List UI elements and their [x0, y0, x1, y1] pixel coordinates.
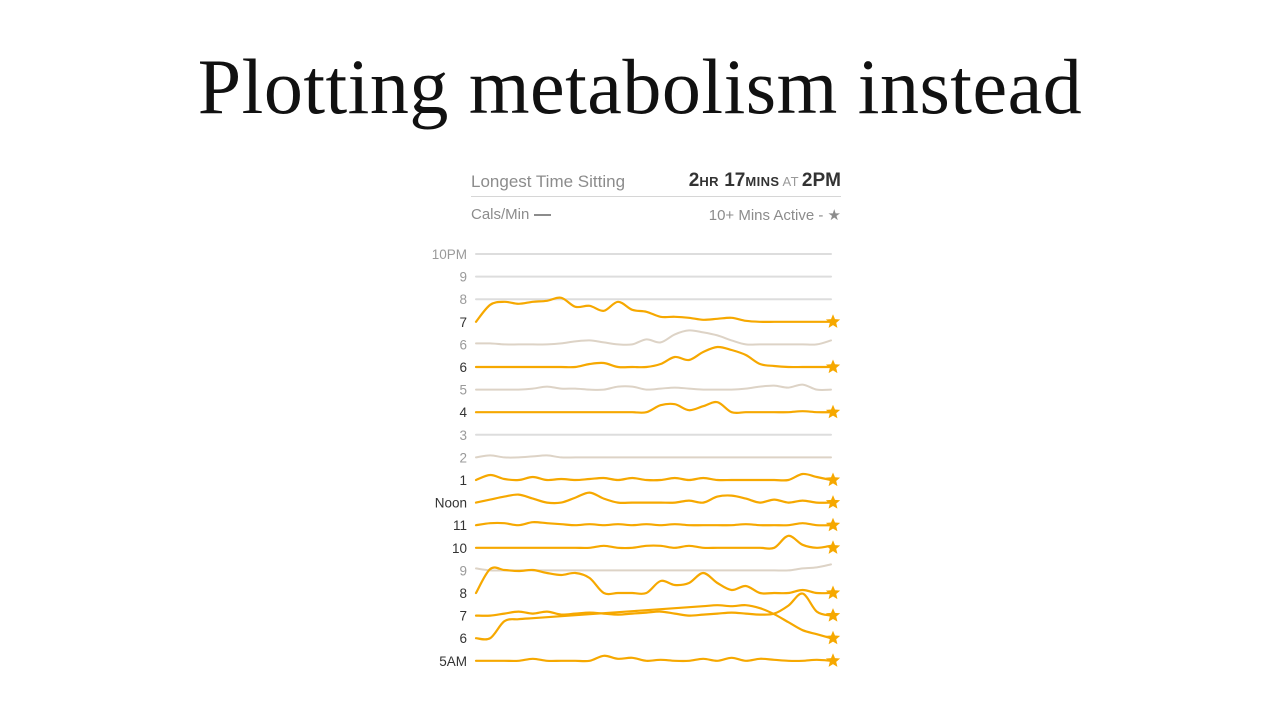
hour-tick-label: 6	[459, 337, 467, 352]
cals-per-min-legend: Cals/Min	[471, 206, 552, 223]
series-13: 10	[452, 534, 841, 556]
series-17: 6	[459, 604, 841, 646]
series-4: 6	[459, 329, 832, 352]
sitting-at: AT	[782, 174, 799, 189]
star-icon: ★	[827, 207, 841, 224]
active-star-icon	[825, 495, 841, 509]
series-5: 6	[459, 345, 841, 375]
hour-tick-label: 10PM	[432, 247, 467, 262]
active-star-icon	[825, 608, 841, 622]
series-11: Noon	[435, 491, 841, 511]
hour-tick-label: 6	[459, 360, 467, 375]
hour-tick-label: 9	[459, 270, 467, 285]
series-3: 7	[459, 296, 841, 330]
active-star-icon	[825, 630, 841, 645]
longest-sitting-value: 2HR 17MINS AT 2PM	[689, 170, 841, 192]
series-line	[474, 491, 833, 505]
series-0: 10PM	[432, 247, 832, 262]
active-star-icon	[825, 404, 841, 419]
series-line	[474, 345, 833, 369]
sitting-hours: 2	[688, 170, 700, 191]
series-18: 5AM	[439, 653, 841, 669]
series-line	[474, 521, 833, 527]
metabolism-chart-panel: Longest Time Sitting 2HR 17MINS AT 2PM Cal…	[420, 160, 860, 680]
series-line	[474, 592, 833, 617]
legend-row: Cals/Min 10+ Mins Active - ★	[471, 204, 841, 226]
active-star-icon	[825, 314, 841, 328]
series-line	[474, 296, 833, 323]
active-star-icon	[825, 359, 841, 374]
sitting-time: 2PM	[801, 170, 841, 191]
series-line	[474, 534, 833, 550]
slide-title: Plotting metabolism instead	[197, 43, 1083, 130]
series-line	[474, 472, 833, 482]
series-line	[474, 654, 833, 663]
sitting-minutes: 17	[724, 170, 746, 191]
hour-tick-label: 11	[453, 518, 467, 533]
hour-tick-label: 5	[459, 383, 467, 398]
cals-per-min-label: Cals/Min	[471, 206, 530, 223]
active-star-icon	[825, 517, 841, 532]
sitting-hours-unit: HR	[699, 174, 719, 189]
series-9: 2	[459, 450, 832, 465]
hour-tick-label: 4	[459, 405, 467, 420]
series-2: 8	[459, 292, 832, 307]
hour-tick-label: 3	[459, 428, 467, 443]
active-star-icon	[825, 540, 841, 554]
series-line	[475, 329, 832, 346]
hour-tick-label: 7	[459, 315, 467, 330]
series-12: 11	[453, 517, 841, 533]
hour-tick-label: Noon	[435, 496, 467, 511]
hour-tick-label: 7	[459, 609, 467, 624]
series-7: 4	[459, 400, 841, 420]
series-line	[475, 383, 832, 391]
series-15: 8	[459, 566, 841, 601]
hour-tick-label: 9	[459, 563, 467, 578]
active-star-icon	[825, 585, 841, 600]
series-8: 3	[459, 428, 832, 443]
hour-tick-label: 5AM	[439, 654, 467, 669]
hour-tick-label: 2	[459, 450, 467, 465]
line-legend-icon	[534, 214, 552, 217]
series-line	[474, 604, 833, 641]
series-6: 5	[459, 383, 832, 398]
series-10: 1	[459, 472, 841, 488]
hourly-metabolism-chart: 10PM 9 8 7 6 6 5 4 3 2 1 Noon 11 10 9 8 7 6 5AM	[432, 247, 841, 669]
series-1: 9	[459, 270, 832, 285]
hour-tick-label: 6	[459, 631, 467, 646]
sitting-minutes-unit: MINS	[745, 174, 780, 189]
hour-tick-label: 1	[459, 473, 467, 488]
active-legend-label: 10+ Mins Active -	[708, 207, 824, 224]
series-line	[475, 454, 832, 459]
active-star-icon	[825, 653, 841, 667]
active-star-icon	[825, 472, 841, 487]
hour-tick-label: 10	[452, 541, 467, 556]
hour-tick-label: 8	[459, 586, 467, 601]
series-line	[474, 400, 833, 415]
series-line	[474, 566, 833, 596]
longest-sitting-label: Longest Time Sitting	[471, 172, 626, 191]
longest-sitting-row: Longest Time Sitting 2HR 17MINS AT 2PM	[471, 170, 841, 197]
hour-tick-label: 8	[459, 292, 467, 307]
active-legend: 10+ Mins Active - ★	[709, 206, 841, 224]
